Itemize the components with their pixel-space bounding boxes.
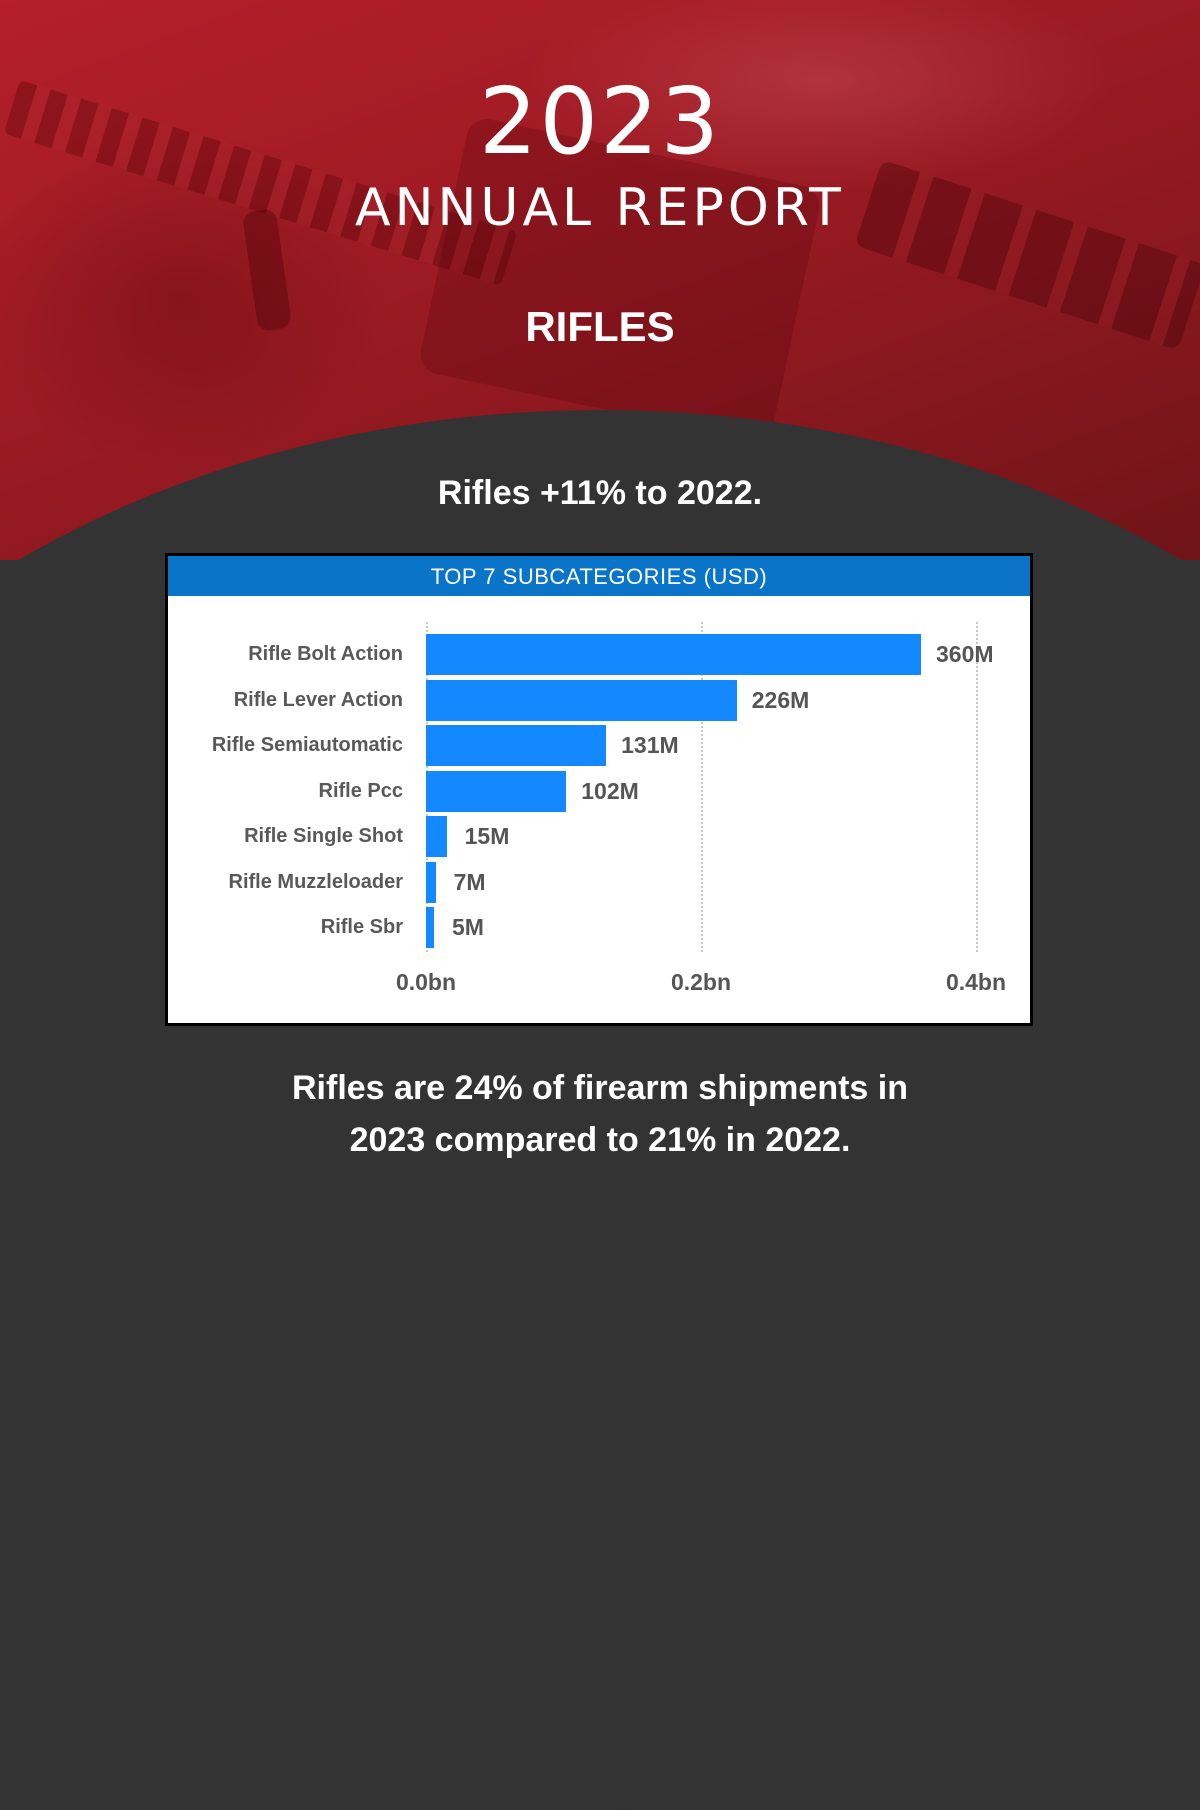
- bar-row: Rifle Sbr 5M: [168, 907, 1030, 948]
- bar-value-label: 360M: [936, 641, 994, 667]
- bar-label: Rifle Pcc: [318, 779, 403, 802]
- bar: [426, 907, 434, 948]
- bar: [426, 816, 447, 857]
- bar-row: Rifle Bolt Action 360M: [168, 634, 1030, 675]
- chart-panel: TOP 7 SUBCATEGORIES (USD) Rifle Bolt Act…: [165, 553, 1033, 1026]
- bar-label: Rifle Semiautomatic: [211, 734, 403, 756]
- category-title: RIFLES: [525, 303, 675, 350]
- bar: [426, 634, 921, 675]
- footer-line-1: Rifles are 24% of firearm shipments in: [292, 1069, 908, 1107]
- bar-label: Rifle Bolt Action: [248, 643, 403, 665]
- gridline-0.4: [976, 622, 978, 952]
- report-year: 2023: [478, 68, 722, 175]
- bar: [426, 725, 607, 766]
- bar-row: Rifle Muzzleloader 7M: [168, 861, 1030, 903]
- gridline-0.2: [701, 622, 703, 952]
- bar: [426, 861, 436, 903]
- bar-value-label: 226M: [751, 686, 810, 713]
- bar-value-label: 131M: [621, 732, 679, 758]
- bar-label: Rifle Single Shot: [244, 825, 403, 847]
- bar-label: Rifle Sbr: [320, 916, 403, 938]
- x-axis-tick: 0.0bn: [395, 969, 457, 995]
- footer-caption: Rifles are 24% of firearm shipments in 2…: [0, 1062, 1200, 1166]
- bar-row: Rifle Pcc 102M: [168, 770, 1030, 812]
- bar: [426, 679, 737, 721]
- bar-row: Rifle Semiautomatic 131M: [168, 725, 1030, 766]
- bar-value-label: 102M: [581, 777, 639, 804]
- report-title: ANNUAL REPORT: [355, 178, 845, 238]
- bar-label: Rifle Muzzleloader: [228, 870, 403, 893]
- x-axis-tick: 0.4bn: [945, 969, 1007, 995]
- bar-row: Rifle Lever Action 226M: [168, 679, 1030, 721]
- bar-value-label: 5M: [452, 914, 484, 940]
- headline: Rifles +11% to 2022.: [437, 474, 763, 512]
- bar-chart-plot: Rifle Bolt Action 360M Rifle Lever Action 2…: [168, 599, 1030, 1023]
- chart-title: TOP 7 SUBCATEGORIES (USD): [168, 556, 1030, 596]
- x-axis-tick: 0.2bn: [670, 969, 732, 995]
- bar-value-label: 15M: [464, 823, 510, 849]
- footer-line-2: 2023 compared to 21% in 2022.: [349, 1121, 851, 1159]
- bar: [426, 770, 567, 812]
- bar-row: Rifle Single Shot 15M: [168, 816, 1030, 857]
- bar-label: Rifle Lever Action: [233, 688, 403, 711]
- bar-value-label: 7M: [453, 868, 486, 895]
